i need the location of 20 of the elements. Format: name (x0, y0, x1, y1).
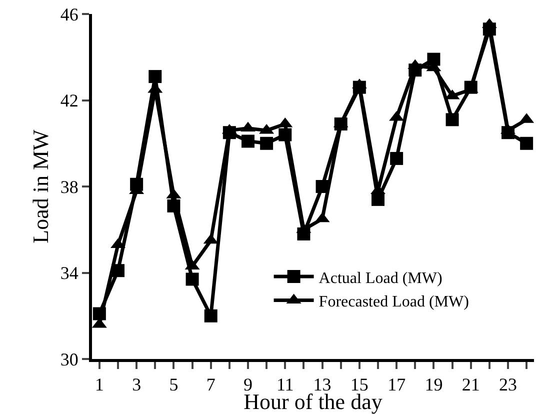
x-tick-label: 21 (462, 374, 480, 395)
y-tick-label: 38 (60, 176, 78, 197)
x-tick-label: 5 (169, 374, 178, 395)
x-tick-label: 17 (388, 374, 406, 395)
legend-label: Actual Load (MW) (318, 270, 442, 287)
x-tick-label: 13 (313, 374, 332, 395)
y-tick-label: 46 (60, 4, 78, 24)
x-tick-label: 23 (499, 374, 517, 395)
y-axis-title: Load in MW (28, 129, 54, 244)
y-tick-label: 30 (60, 349, 78, 370)
y-tick-label: 42 (60, 90, 78, 111)
x-tick-label: 3 (132, 374, 142, 395)
x-tick-label: 19 (424, 374, 443, 395)
y-tick-label: 34 (60, 263, 78, 284)
x-tick-label: 15 (350, 374, 368, 395)
x-tick-label: 11 (276, 374, 294, 395)
x-tick-label: 7 (206, 374, 216, 395)
legend-label: Forecasted Load (MW) (318, 294, 469, 311)
x-tick-label: 9 (244, 374, 252, 395)
x-tick-label: 1 (94, 374, 104, 395)
